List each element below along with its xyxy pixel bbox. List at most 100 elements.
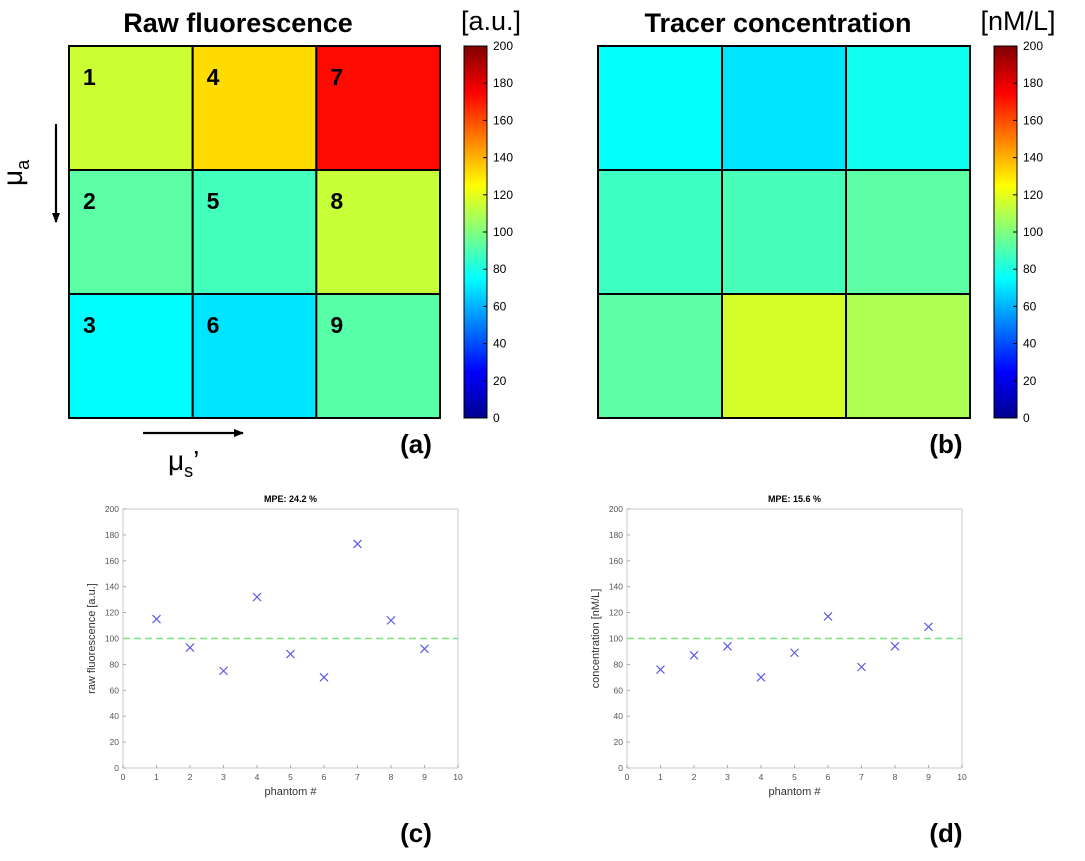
data-point [790,648,799,658]
heatmap-cell [68,293,194,419]
y-tick-label: 200 [609,504,623,514]
x-axis-label: phantom # [769,786,822,798]
heatmap-cell [845,293,971,419]
panel-b-letter: (b) [929,429,962,459]
cell-number: 7 [330,64,343,90]
y-tick-label: 120 [609,608,623,618]
heatmap-cell [68,169,194,295]
y-tick-label: 80 [614,659,624,669]
colorbar-tick-label: 140 [493,151,513,165]
cell-number: 9 [330,312,343,338]
cell-number: 2 [83,188,96,214]
y-tick-label: 100 [105,634,119,644]
panel-c: 0 1 2 3 4 5 6 7 8 9 10020406080100120140160180200M… [86,494,463,848]
x-tick-label: 2 [188,772,193,782]
data-point [924,622,933,632]
x-tick-label: 6 [826,772,831,782]
heatmap-cell [597,293,723,419]
y-tick-label: 20 [110,737,120,747]
y-tick-label: 40 [614,711,624,721]
y-tick-label: 60 [110,685,120,695]
colorbar-tick-label: 60 [1023,299,1037,313]
x-tick-label: 2 [692,772,697,782]
x-tick-label: 4 [255,772,260,782]
x-tick-label: 4 [759,772,764,782]
panel-a: Raw fluorescence [a.u.] 1 2 3 4 5 6 7 8 9 0 20 40 6… [0,6,521,481]
colorbar-tick-label: 0 [1023,411,1030,425]
colorbar-tick-label: 40 [1023,337,1037,351]
y-tick-label: 0 [618,763,623,773]
mu-s-label: μs’ [168,445,199,481]
y-tick-label: 160 [609,556,623,566]
colorbar-tick-label: 180 [1023,76,1043,90]
y-tick-label: 200 [105,504,119,514]
heatmap-cell [191,293,318,419]
x-axis-label: phantom # [265,786,318,798]
y-tick-label: 80 [110,659,120,669]
colorbar-tick-label: 80 [1023,262,1037,276]
data-point [386,615,396,625]
colorbar-tick-label: 80 [493,262,507,276]
y-tick-label: 40 [110,711,120,721]
x-tick-label: 10 [957,772,967,782]
x-tick-label: 1 [658,772,663,782]
heatmap-cell [721,169,847,295]
colorbar-tick-label: 20 [493,374,507,388]
heatmap-cell [315,293,442,419]
plot-title: MPE: 15.6 % [768,494,821,504]
data-point [252,592,262,602]
heatmap-cell [845,169,971,295]
colorbar-tick-label: 180 [493,76,513,90]
x-tick-label: 9 [422,772,427,782]
cell-number: 3 [83,312,96,338]
panel-b: Tracer concentration [nM/L] 0 20 40 60 80 100… [597,6,1056,459]
mu-a-label: μa [0,159,33,186]
y-tick-label: 140 [105,582,119,592]
scatter-concentration: 0 1 2 3 4 5 6 7 8 9 10020406080100120140160180200M… [590,494,967,798]
data-point [823,612,833,621]
colorbar-tick-label: 0 [493,411,500,425]
data-point [152,614,161,624]
y-tick-label: 180 [609,530,623,540]
panel-d: 0 1 2 3 4 5 6 7 8 9 10020406080100120140160180200M… [590,494,967,848]
colorbar-tick-label: 120 [1023,188,1043,202]
panel-d-letter: (d) [929,818,962,848]
panel-b-title: Tracer concentration [644,8,911,38]
colorbar-tick-label: 40 [493,337,507,351]
x-tick-label: 3 [725,772,730,782]
colorbar-b: 0 20 40 60 80 100 120 140 160 180 200 [993,39,1043,425]
y-tick-label: 180 [105,530,119,540]
data-point [656,665,665,675]
x-tick-label: 1 [154,772,159,782]
data-point [723,641,732,651]
colorbar-tick-label: 140 [1023,151,1043,165]
y-tick-label: 160 [105,556,119,566]
y-axis-label: raw fluorescence [a.u.] [86,583,98,694]
x-tick-label: 9 [926,772,931,782]
panel-a-unit: [a.u.] [461,6,521,36]
colorbar-tick-label: 120 [493,188,513,202]
data-point [219,666,228,676]
data-point [353,539,362,549]
x-tick-label: 5 [288,772,293,782]
cell-number: 8 [330,188,343,214]
x-tick-label: 0 [121,772,126,782]
heatmap-cell [597,45,723,171]
colorbar-tick-label: 20 [1023,374,1037,388]
colorbar-tick-label: 160 [1023,113,1043,127]
data-point [420,644,429,654]
colorbar-tick-label: 100 [493,225,513,239]
cell-number: 5 [207,188,220,214]
panel-a-title: Raw fluorescence [123,8,353,38]
x-tick-label: 0 [625,772,630,782]
y-tick-label: 60 [614,685,624,695]
heatmap-cell [721,293,847,419]
heatmap-cell [721,45,847,171]
x-tick-label: 6 [322,772,327,782]
x-tick-label: 7 [355,772,360,782]
data-point [185,643,195,652]
x-tick-label: 7 [859,772,864,782]
cell-number: 4 [207,64,220,90]
colorbar-tick-label: 60 [493,299,507,313]
